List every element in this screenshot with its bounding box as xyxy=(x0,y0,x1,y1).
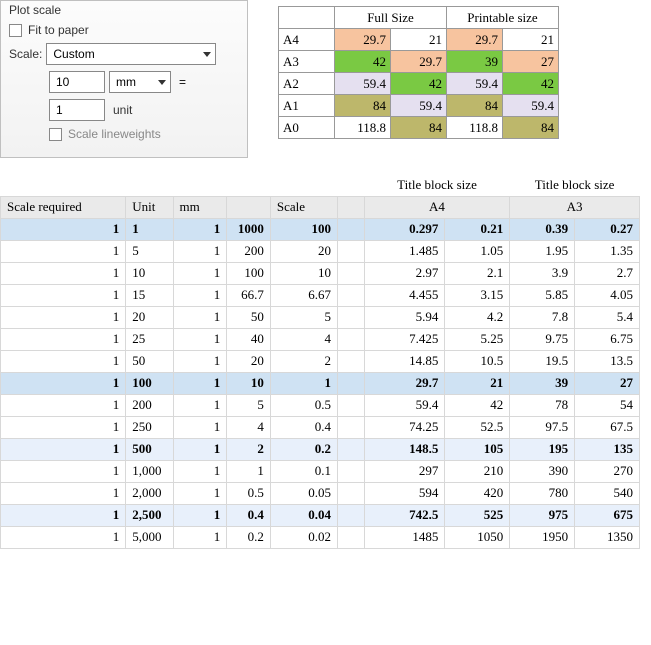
paper-cell: 21 xyxy=(503,29,559,51)
paper-row-header: A4 xyxy=(279,29,335,51)
scale-value-b-input[interactable]: 1 xyxy=(49,99,105,121)
paper-cell: 29.7 xyxy=(391,51,447,73)
unit-select-value: mm xyxy=(116,75,136,89)
paper-row-header: A1 xyxy=(279,95,335,117)
fit-to-paper-label: Fit to paper xyxy=(28,23,89,37)
paper-cell: 118.8 xyxy=(335,117,391,139)
scale-table: Title block sizeTitle block sizeScale re… xyxy=(0,174,640,549)
paper-cell: 29.7 xyxy=(447,29,503,51)
paper-cell: 84 xyxy=(503,117,559,139)
equals-label: = xyxy=(179,75,186,89)
paper-cell: 84 xyxy=(447,95,503,117)
unit-label: unit xyxy=(113,103,132,117)
scale-select-value: Custom xyxy=(53,47,94,61)
paper-cell: 29.7 xyxy=(335,29,391,51)
scale-lineweights-label: Scale lineweights xyxy=(68,127,161,141)
paper-cell: 42 xyxy=(335,51,391,73)
paper-cell: 118.8 xyxy=(447,117,503,139)
paper-row-header: A2 xyxy=(279,73,335,95)
scale-value-a-input[interactable]: 10 xyxy=(49,71,105,93)
paper-cell: 42 xyxy=(503,73,559,95)
chevron-down-icon xyxy=(203,52,211,57)
plot-scale-panel: Plot scale Fit to paper Scale: Custom 10… xyxy=(0,0,248,158)
paper-cell: 59.4 xyxy=(503,95,559,117)
paper-cell: 59.4 xyxy=(447,73,503,95)
paper-cell: 59.4 xyxy=(335,73,391,95)
paper-cell: 84 xyxy=(391,117,447,139)
scale-select[interactable]: Custom xyxy=(46,43,216,65)
chevron-down-icon xyxy=(158,80,166,85)
scale-lineweights-checkbox[interactable] xyxy=(49,128,62,141)
fit-to-paper-checkbox[interactable] xyxy=(9,24,22,37)
paper-cell: 42 xyxy=(391,73,447,95)
panel-title: Plot scale xyxy=(9,3,239,17)
paper-size-table: Full SizePrintable sizeA429.72129.721A34… xyxy=(278,6,559,139)
scale-label: Scale: xyxy=(9,47,42,61)
paper-row-header: A0 xyxy=(279,117,335,139)
paper-cell: 84 xyxy=(335,95,391,117)
paper-row-header: A3 xyxy=(279,51,335,73)
paper-cell: 59.4 xyxy=(391,95,447,117)
paper-cell: 39 xyxy=(447,51,503,73)
paper-cell: 21 xyxy=(391,29,447,51)
unit-select[interactable]: mm xyxy=(109,71,171,93)
paper-cell: 27 xyxy=(503,51,559,73)
